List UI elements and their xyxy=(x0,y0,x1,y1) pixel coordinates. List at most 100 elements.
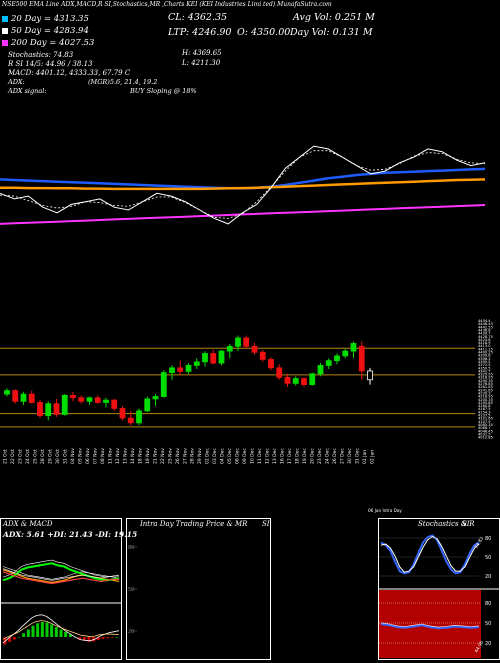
macd-bar xyxy=(17,637,21,638)
macd-bar xyxy=(68,634,72,637)
adx-values: (MGR)5.6, 21.4, 19.2 xyxy=(88,78,158,86)
ema200-swatch xyxy=(2,39,8,46)
price-tick-label: 4372.5 xyxy=(478,363,491,367)
ema-series-2 xyxy=(0,204,486,225)
adx-signal-label: ADX signal: xyxy=(8,87,47,95)
candle-body xyxy=(334,355,340,362)
candle-body xyxy=(193,361,200,366)
macd-bar xyxy=(12,637,16,640)
candle xyxy=(210,349,217,365)
rsi-value-label: 44.96 xyxy=(474,640,486,654)
date-tick-label: 17 Dec xyxy=(287,448,293,464)
ema50-swatch xyxy=(2,27,8,34)
mrsi-tick-label: 80 xyxy=(128,545,134,551)
adx-signal-value: BUY Sloping @ 18% xyxy=(130,87,197,95)
avg-volume: Avg Vol: 0.251 M xyxy=(293,12,375,23)
stochastics-value: Stochastics: 74.83 xyxy=(8,51,74,59)
price-tick-label: 4195.85 xyxy=(478,401,493,405)
candle-body xyxy=(342,350,349,357)
day-volume: Day Vol: 0.131 M xyxy=(290,27,373,38)
candle-body xyxy=(94,397,101,403)
candle-body xyxy=(301,378,307,385)
candle xyxy=(292,376,299,386)
candle xyxy=(160,370,167,398)
price-tick-label: 4218.95 xyxy=(478,395,493,399)
candle xyxy=(334,353,340,365)
stoch-tick-label: 20 xyxy=(485,574,491,580)
date-tick-label: 09 Dec xyxy=(242,448,248,464)
candle xyxy=(152,394,159,407)
date-tick-label: 26 Dec xyxy=(332,448,338,464)
candle xyxy=(325,358,332,370)
ema20-label: 20 Day = 4313.35 xyxy=(11,14,89,24)
price-tick-label: 4400.25 xyxy=(478,351,493,355)
candle-body xyxy=(367,370,373,381)
candle-body xyxy=(152,396,159,400)
high-price: H: 4369.65 xyxy=(182,49,222,57)
candle xyxy=(177,360,184,375)
price-tick-label: 4395.5 xyxy=(478,360,491,364)
macd-bar xyxy=(54,627,58,637)
price-tick-label: 4012.85 xyxy=(478,436,493,440)
candle-body xyxy=(111,399,118,409)
macd-signal-line xyxy=(2,620,120,640)
price-tick-label: 4290.35 xyxy=(478,379,493,383)
candle xyxy=(317,363,324,377)
stoch-rsi-panel: 80 50 20 74.83 80 50 20 44.96 xyxy=(378,518,500,660)
mrsi-panel-title: Intra Day Trading Price & MR xyxy=(140,520,248,528)
date-tick-label: 28 Oct xyxy=(40,449,46,464)
macd-bar xyxy=(22,633,26,637)
date-tick-label: 25 Oct xyxy=(32,449,38,464)
price-tick-label: 4329.95 xyxy=(478,373,493,377)
date-tick-label: 03 Dec xyxy=(212,448,218,464)
candle xyxy=(367,367,373,385)
adx-panel-title: ADX & MACD xyxy=(3,520,53,528)
candle xyxy=(301,377,307,387)
candle-body xyxy=(292,378,299,384)
price-tick-label: 4107.9 xyxy=(478,420,491,424)
candle xyxy=(86,396,93,405)
ltp-price: LTP: 4246.90 xyxy=(168,27,232,38)
rsi-signal-line xyxy=(380,622,480,628)
date-tick-label: 21 Nov xyxy=(152,448,158,464)
price-tick-label: 4454.4 xyxy=(478,319,491,323)
macd-value: MACD: 4401.12, 4333.33, 67.79 C xyxy=(8,69,131,77)
date-tick-label: 05 Nov xyxy=(77,448,83,464)
date-tick-label: 25 Nov xyxy=(167,448,173,464)
candle-body xyxy=(12,390,19,402)
macd-bar xyxy=(45,622,49,637)
page-title: NSE500 EMA Line ADX,MACD,R SI,Stochastic… xyxy=(2,1,332,8)
date-tick-label: 19 Nov xyxy=(145,448,151,464)
date-tick-label: 05 Dec xyxy=(227,448,233,464)
price-tick-label: 4230.3 xyxy=(478,391,491,395)
macd-bar xyxy=(31,625,35,637)
date-tick-label: 27 Nov xyxy=(182,448,188,464)
candle xyxy=(28,390,35,404)
candle-body xyxy=(325,360,332,366)
price-tick-label: 4180.8 xyxy=(478,404,491,408)
date-tick-label: 31 Oct xyxy=(62,449,68,464)
price-tick-label: 4430.7 xyxy=(478,332,491,336)
price-tick-label: 4341.7 xyxy=(478,369,491,373)
date-tick-label: 12 Nov xyxy=(115,448,121,464)
price-tick-label: 4154.3 xyxy=(478,410,491,414)
date-tick-label: 06 Nov xyxy=(85,448,91,464)
macd-bar xyxy=(101,637,105,639)
candle xyxy=(136,408,142,426)
price-tick-label: 4261.85 xyxy=(478,385,493,389)
adx-series-1 xyxy=(2,562,120,582)
candle xyxy=(235,335,241,352)
rsi-tick-label: 80 xyxy=(485,601,491,607)
date-tick-label: 28 Nov xyxy=(190,448,196,464)
candle xyxy=(45,401,52,421)
adx-macd-chart xyxy=(1,559,121,645)
candle xyxy=(4,388,10,397)
macd-bar xyxy=(64,632,68,637)
date-tick-label: 13 Nov xyxy=(122,448,128,464)
candle xyxy=(358,341,365,380)
date-tick-label: 23 Oct xyxy=(17,449,23,464)
mrsi-panel-title-suffix: SI xyxy=(262,520,270,528)
date-tick-label: 27 Dec xyxy=(340,448,346,464)
price-tick-label: 4424.8 xyxy=(478,338,491,342)
macd-bar xyxy=(110,637,114,638)
